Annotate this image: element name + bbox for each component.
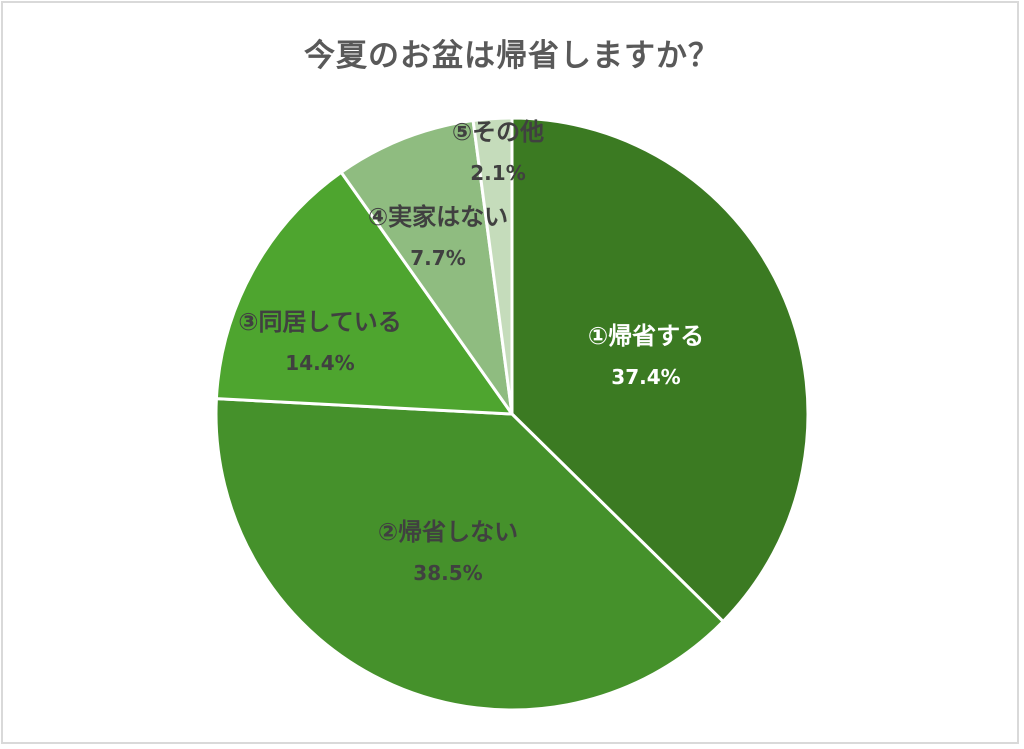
- slice-value-label-3: 14.4%: [285, 351, 354, 375]
- slice-value-label-1: 37.4%: [611, 365, 680, 389]
- pie-labels: ①帰省する 37.4% ②帰省しない 38.5% ③同居している 14.4% ④実家はない 7…: [238, 118, 704, 585]
- pie-slices: [214, 116, 810, 712]
- pie-slice-1: [510, 116, 810, 623]
- chart-title: 今夏のお盆は帰省しますか？: [304, 38, 720, 74]
- slice-category-label-3: ③同居している: [238, 308, 402, 336]
- slice-category-label-2: ②帰省しない: [378, 518, 518, 546]
- slice-category-label-1: ①帰省する: [588, 322, 704, 350]
- pie-slice-2: [214, 397, 725, 712]
- pie-slice-5: [471, 116, 514, 416]
- slice-value-label-5: 2.1%: [470, 161, 525, 185]
- slice-category-label-4: ④実家はない: [368, 203, 508, 231]
- pie-slice-3: [214, 170, 514, 416]
- slice-category-label-5: ⑤その他: [452, 118, 544, 146]
- slice-value-label-2: 38.5%: [413, 561, 482, 585]
- pie-slice-4: [339, 119, 514, 416]
- slice-value-label-4: 7.7%: [410, 246, 465, 270]
